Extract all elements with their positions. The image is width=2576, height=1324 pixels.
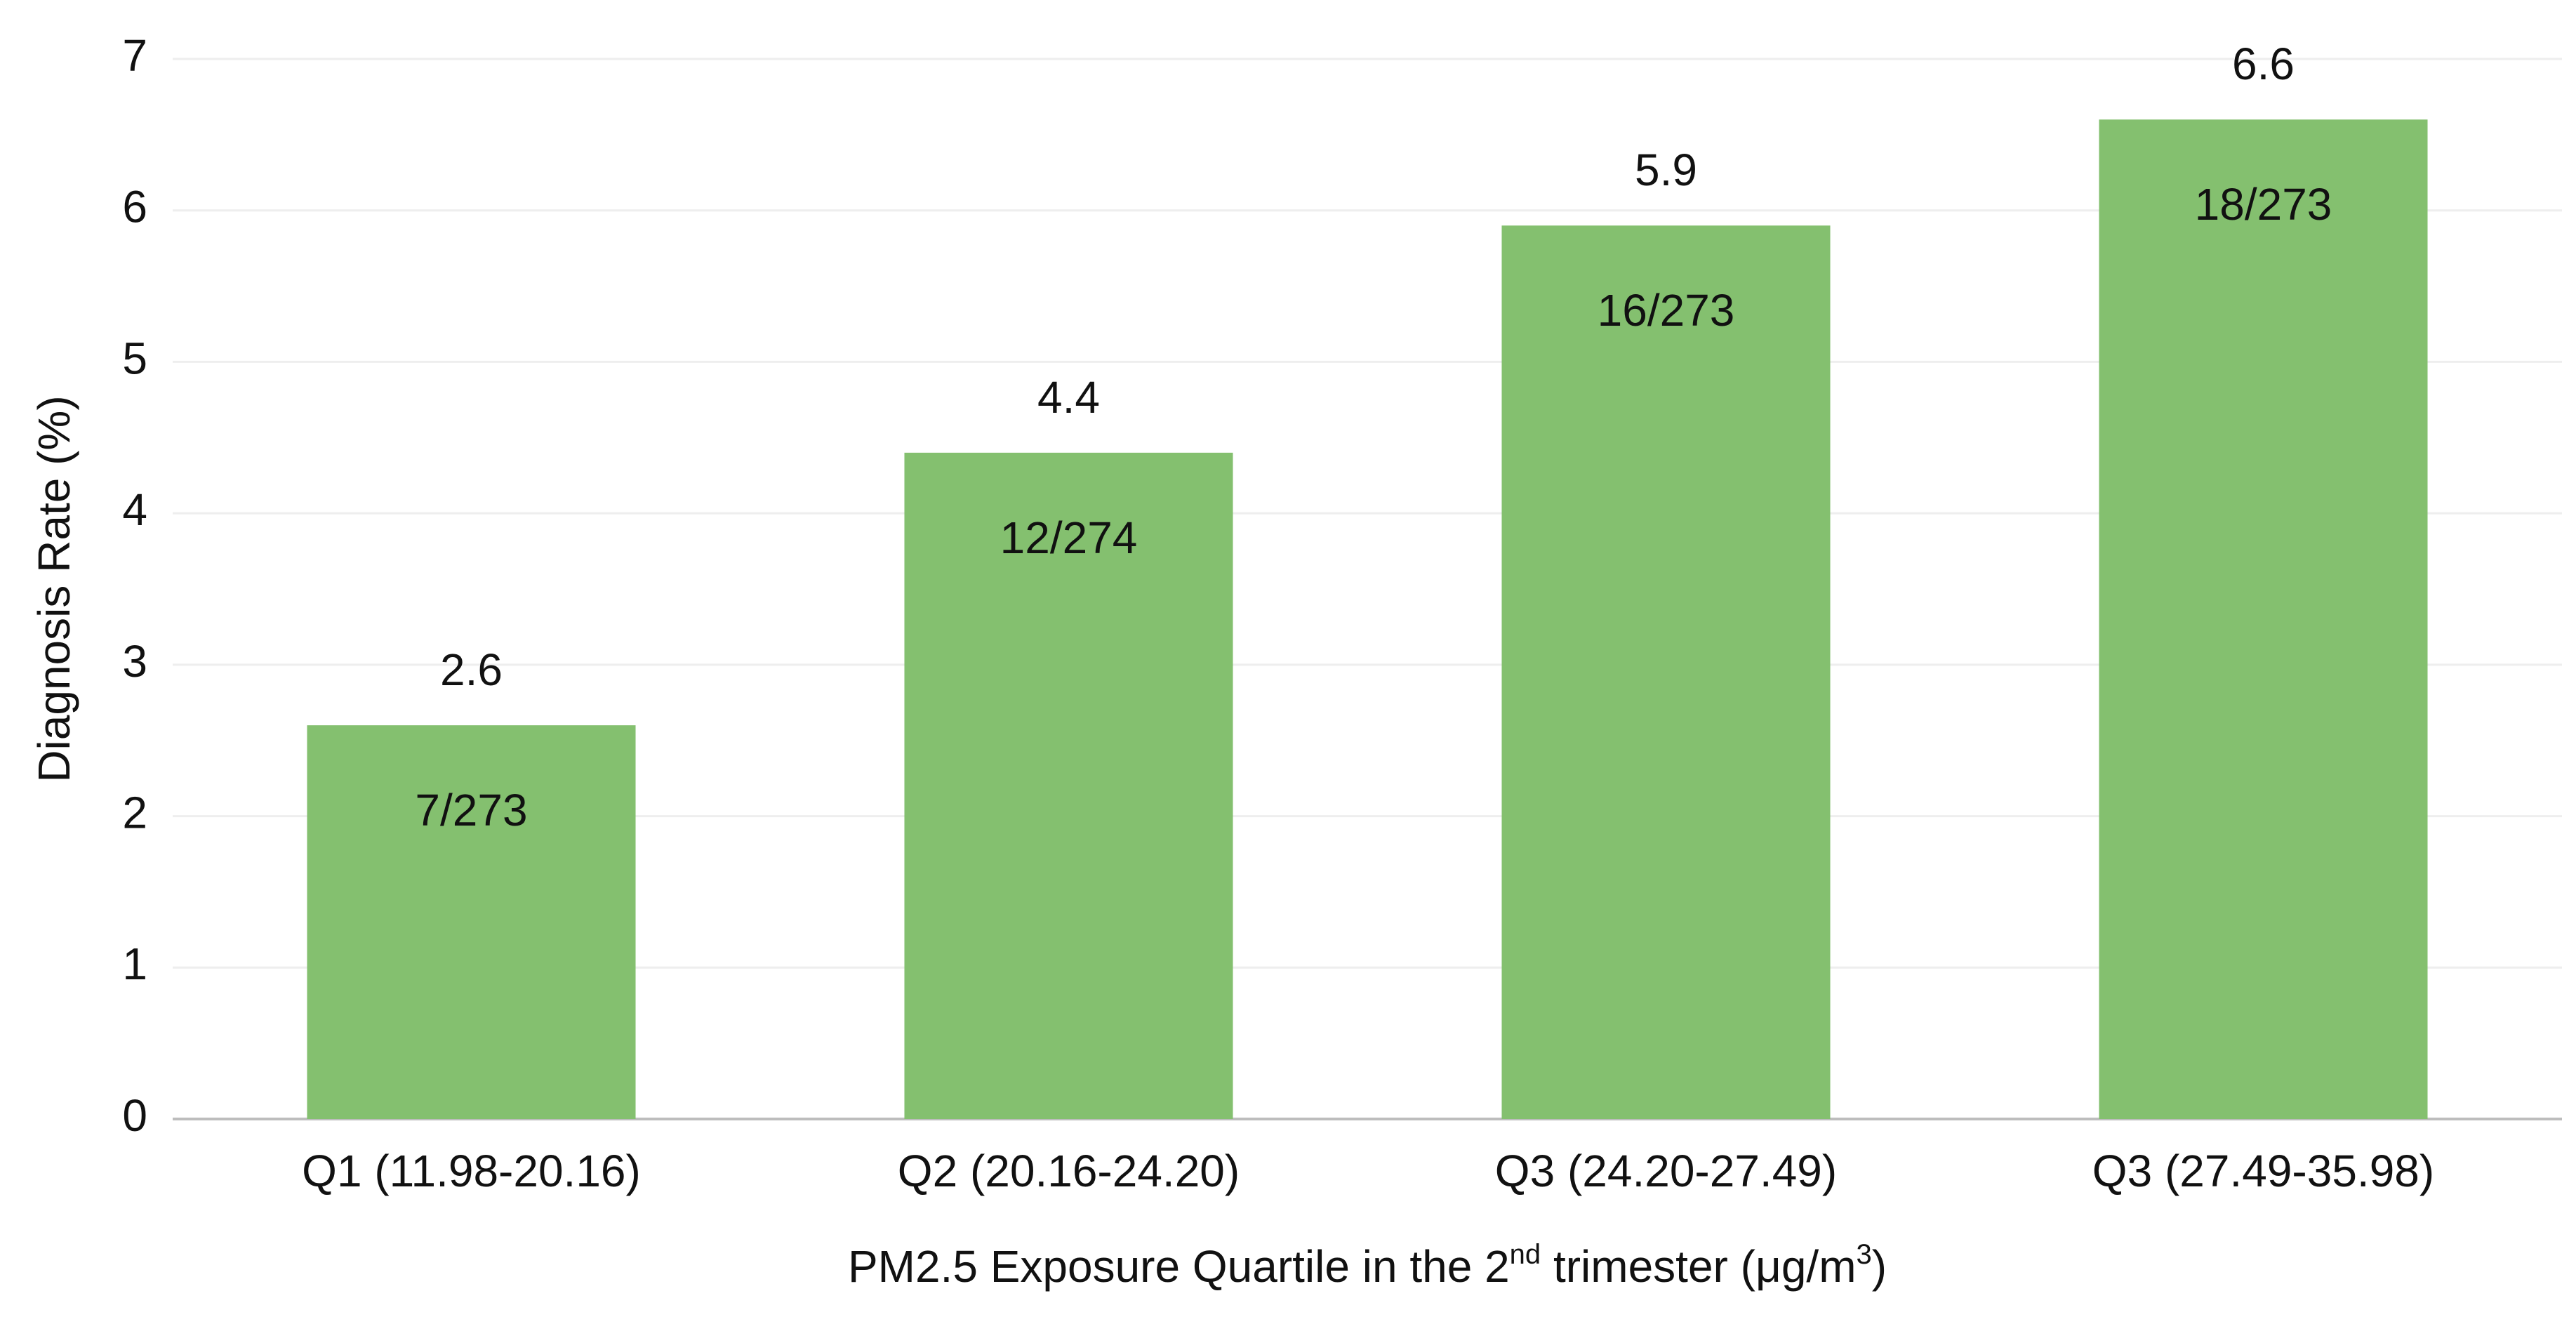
y-tick-label: 4	[122, 484, 147, 535]
count-label: 12/274	[1000, 512, 1138, 563]
y-tick-label: 0	[122, 1090, 147, 1141]
bar	[307, 725, 636, 1119]
x-tick-label: Q1 (11.98-20.16)	[302, 1146, 641, 1196]
bar	[2099, 119, 2428, 1119]
count-label: 16/273	[1598, 285, 1735, 336]
value-label: 5.9	[1635, 145, 1697, 195]
x-title-part: )	[1872, 1241, 1887, 1292]
x-title-sup: nd	[1510, 1239, 1541, 1270]
y-tick-label: 5	[122, 333, 147, 383]
y-tick-label: 7	[122, 30, 147, 81]
bar	[904, 452, 1233, 1119]
x-tick-label: Q3 (27.49-35.98)	[2092, 1146, 2434, 1196]
count-label: 7/273	[415, 785, 527, 835]
value-label: 6.6	[2232, 39, 2295, 89]
x-title-part: trimester (μg/m	[1541, 1241, 1856, 1292]
value-label: 4.4	[1037, 372, 1100, 423]
y-tick-label: 3	[122, 636, 147, 687]
x-tick-label: Q2 (20.16-24.20)	[898, 1146, 1240, 1196]
count-label: 18/273	[2195, 179, 2332, 230]
y-tick-label: 2	[122, 787, 147, 838]
x-title-part: PM2.5 Exposure Quartile in the 2	[848, 1241, 1510, 1292]
value-label: 2.6	[440, 644, 503, 695]
y-tick-label: 6	[122, 182, 147, 232]
x-tick-label: Q3 (24.20-27.49)	[1495, 1146, 1837, 1196]
bar	[1501, 225, 1831, 1120]
y-axis-title: Diagnosis Rate (%)	[29, 395, 79, 782]
y-tick-label: 1	[122, 939, 147, 989]
x-axis-title: PM2.5 Exposure Quartile in the 2nd trime…	[848, 1239, 1887, 1292]
x-title-sup: 3	[1857, 1239, 1872, 1270]
